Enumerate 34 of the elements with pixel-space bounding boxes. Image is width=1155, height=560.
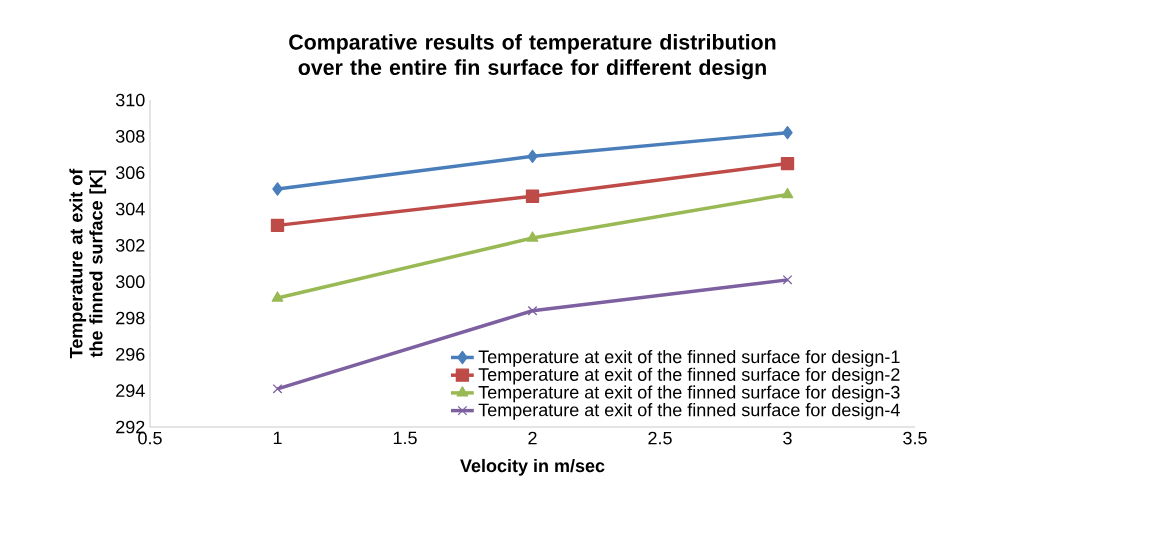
point — [272, 383, 283, 394]
point — [782, 274, 793, 285]
y-tick-label: 302 — [115, 238, 145, 252]
point — [527, 149, 538, 163]
x-tick-label: 2 — [528, 431, 537, 445]
y-tick-label: 296 — [116, 347, 145, 361]
y-axis-title: Temperature at exit of the finned surface [K] — [69, 168, 107, 359]
legend-label: Temperature at exit of the finned surface for design-1 — [478, 349, 900, 367]
legend-label: Temperature at exit of the finned surface for design-2 — [478, 367, 900, 385]
x-tick-label: 3 — [783, 431, 792, 445]
y-tick-label: 306 — [115, 166, 145, 180]
point — [270, 218, 285, 233]
x-tick-label: 3.5 — [903, 431, 927, 445]
y-tick-label: 310 — [115, 93, 145, 107]
y-tick-label: 294 — [116, 384, 145, 398]
chart-title: Comparative results of temperature distribution over the entire fin surface for different design — [289, 33, 776, 80]
point — [781, 187, 794, 199]
x-tick-label: 1.5 — [393, 431, 417, 445]
x-axis-title: Velocity in m/sec — [460, 458, 605, 476]
point — [272, 182, 283, 196]
point — [526, 231, 539, 242]
y-tick-label: 304 — [115, 202, 145, 216]
point — [780, 156, 795, 171]
x-tick-label: 2.5 — [648, 431, 672, 445]
point — [271, 291, 284, 302]
y-tick-label: 298 — [116, 311, 145, 325]
legend-label: Temperature at exit of the finned surface for design-3 — [478, 385, 900, 403]
y-tick-label: 308 — [115, 129, 145, 143]
point — [525, 189, 540, 203]
point — [527, 305, 538, 316]
legend-label: Temperature at exit of the finned surface for design-4 — [478, 403, 900, 420]
y-tick-label: 300 — [115, 275, 145, 289]
x-tick-label: 1 — [273, 431, 282, 445]
point — [782, 126, 793, 140]
